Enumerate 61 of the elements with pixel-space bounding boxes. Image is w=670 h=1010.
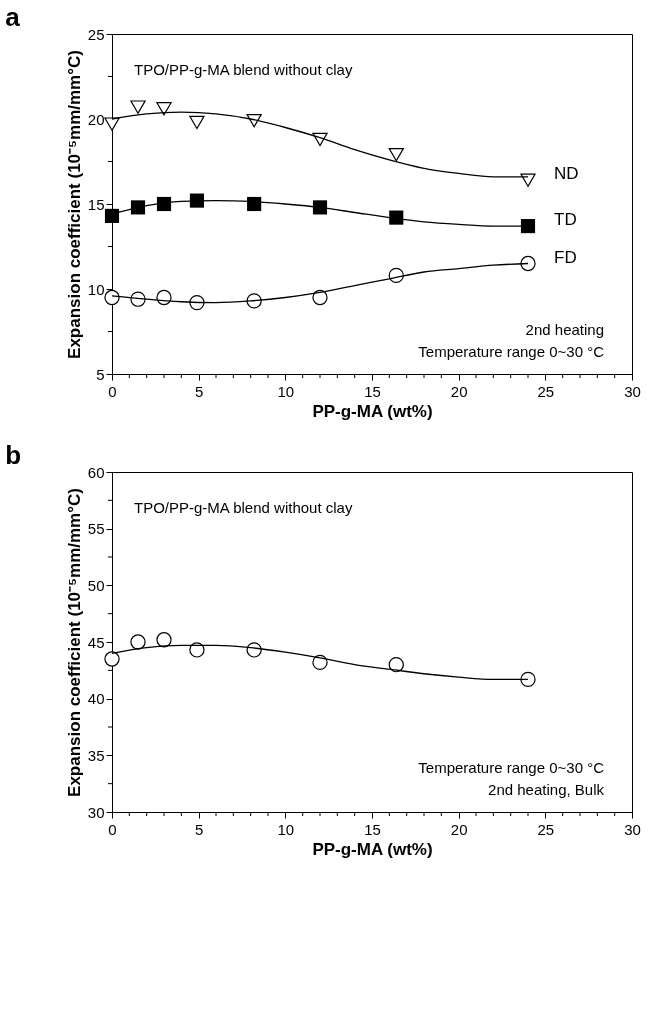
point (312, 654, 328, 671)
y-tick-label: 10 (87, 280, 105, 298)
point (388, 147, 404, 162)
annotation: 2nd heating (525, 321, 604, 338)
series-label: ND (554, 164, 579, 184)
point (520, 255, 536, 272)
annotation: Temperature range 0~30 °C (418, 759, 605, 776)
point (520, 671, 536, 688)
point (189, 642, 205, 658)
point (130, 634, 146, 650)
point (156, 196, 172, 212)
point (156, 102, 172, 116)
y-tick-label: 20 (87, 110, 105, 128)
x-tick-label: 10 (277, 820, 295, 838)
point (104, 208, 120, 223)
y-tick-label: 40 (87, 690, 105, 708)
point (388, 657, 404, 673)
x-axis-title: PP-g-MA (wt%) (312, 839, 433, 859)
point (247, 196, 262, 212)
point (104, 651, 120, 667)
point (104, 289, 120, 306)
y-tick-label: 5 (96, 365, 105, 383)
point (189, 115, 205, 130)
annotation: TPO/PP-g-MA blend without clay (134, 61, 353, 78)
point (520, 173, 536, 187)
x-tick-label: 5 (194, 820, 204, 838)
annotation: TPO/PP-g-MA blend without clay (134, 499, 353, 516)
series-label: TD (554, 210, 577, 230)
y-tick-label: 50 (87, 576, 105, 594)
point (130, 100, 146, 114)
point (520, 219, 536, 234)
annotation: 2nd heating, Bulk (488, 781, 605, 798)
x-tick-label: 20 (450, 820, 468, 838)
series-label: FD (554, 247, 577, 267)
y-axis-title: Expansion coefficient (10⁻⁵mm/mm°C) (64, 488, 84, 797)
point (312, 289, 328, 306)
y-tick-label: 60 (87, 463, 105, 481)
x-tick-label: 30 (624, 820, 641, 838)
x-tick-label: 0 (108, 820, 117, 838)
x-tick-label: 5 (194, 382, 204, 400)
x-tick-label: 0 (108, 382, 117, 400)
chart-title: b (5, 440, 22, 470)
y-tick-label: 45 (87, 633, 105, 651)
x-tick-label: 15 (364, 820, 381, 838)
x-tick-label: 10 (277, 382, 295, 400)
x-axis-title: PP-g-MA (wt%) (312, 401, 433, 421)
point (156, 632, 172, 648)
x-tick-label: 15 (364, 382, 381, 400)
x-tick-label: 20 (450, 382, 468, 400)
x-tick-label: 30 (624, 382, 641, 400)
y-axis-title: Expansion coefficient (10⁻⁵mm/mm°C) (64, 50, 84, 359)
point (156, 289, 172, 306)
y-tick-label: 35 (87, 746, 105, 764)
x-tick-label: 25 (537, 382, 555, 400)
y-tick-label: 30 (87, 803, 105, 821)
y-tick-label: 25 (87, 25, 105, 43)
chart-title: a (5, 2, 21, 32)
y-tick-label: 55 (87, 520, 105, 538)
annotation: Temperature range 0~30 °C (418, 343, 605, 360)
y-tick-label: 15 (87, 195, 105, 213)
x-tick-label: 25 (537, 820, 555, 838)
